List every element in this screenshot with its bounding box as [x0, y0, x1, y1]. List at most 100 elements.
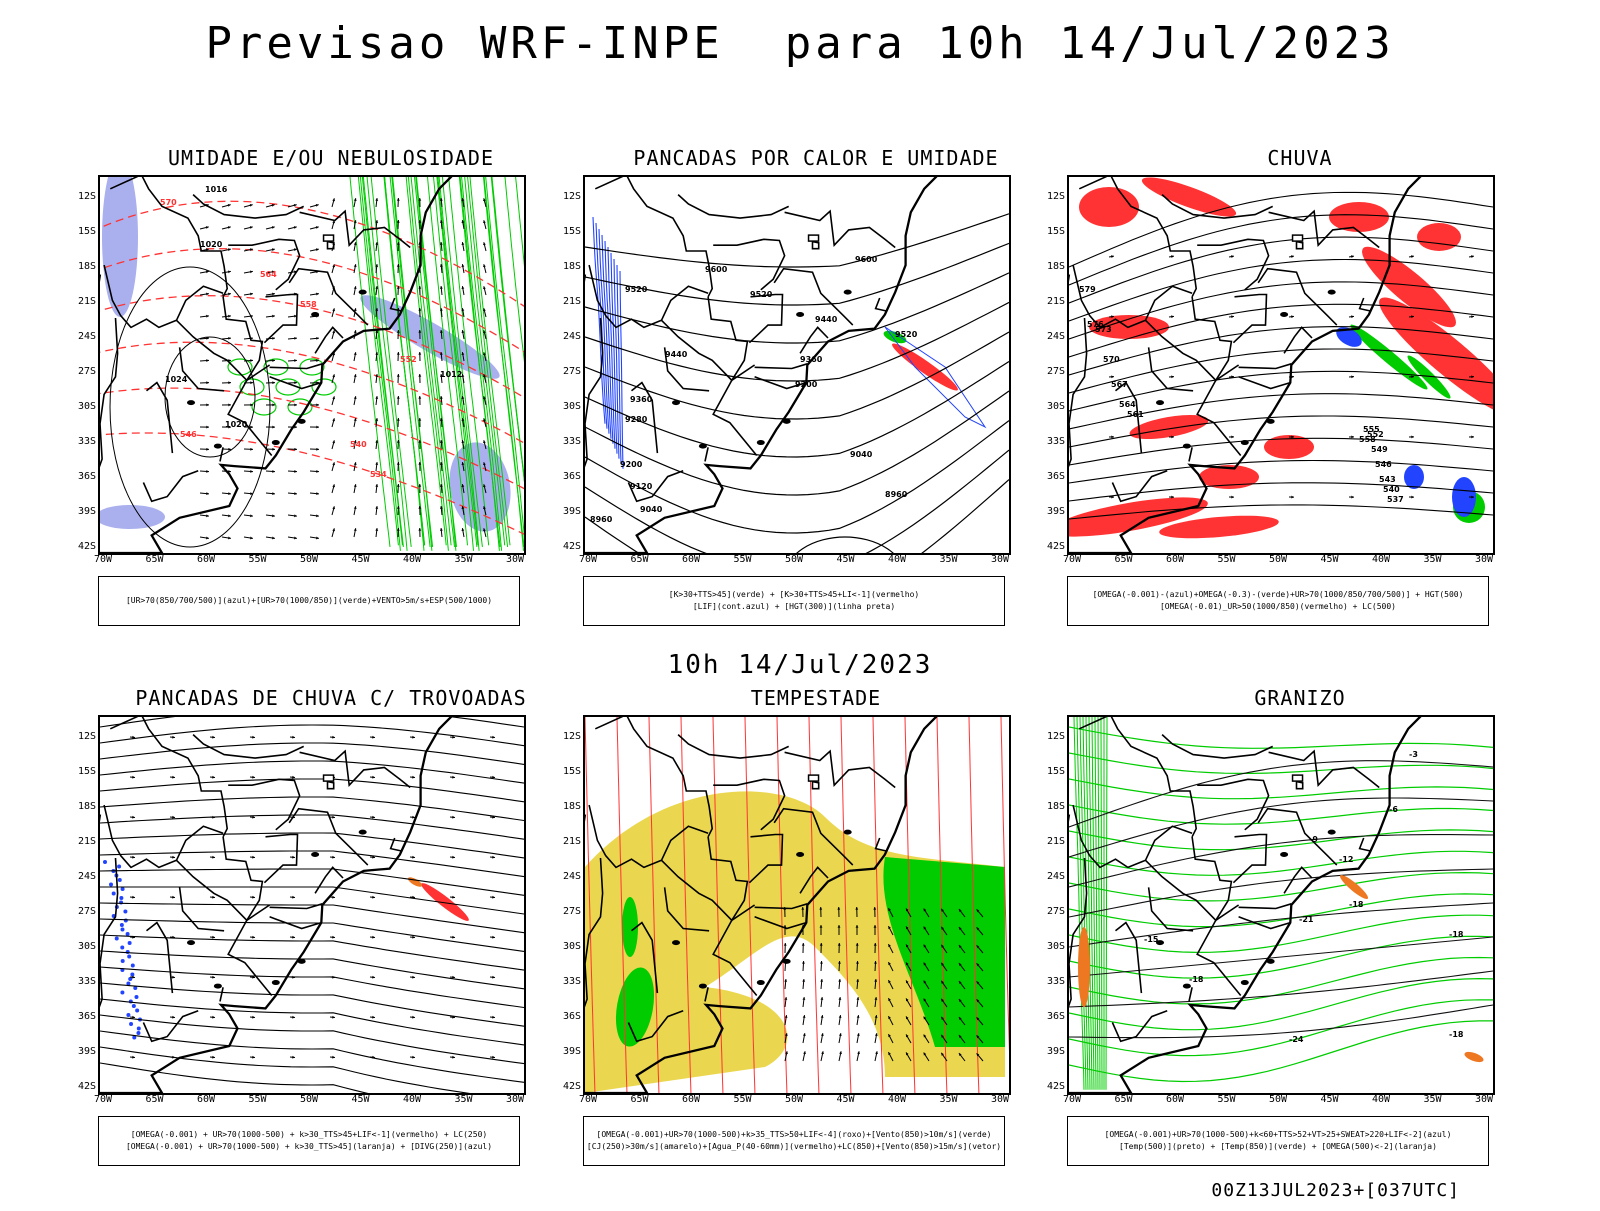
latitude-tick-label: 21S — [549, 836, 581, 847]
streamline-arrow-head — [372, 896, 375, 899]
streamline-arrow-head — [292, 896, 295, 899]
lake — [672, 400, 680, 405]
border-line — [1269, 751, 1380, 787]
wind-vector-head — [206, 448, 209, 451]
divergence-area-blue — [134, 995, 138, 999]
height-300hpa-contour — [585, 391, 1009, 495]
latitude-tick-label: 15S — [549, 766, 581, 777]
streamline-arrow-head — [172, 1056, 175, 1059]
streamline-arrow-head — [212, 1016, 215, 1019]
capital-marker — [324, 775, 334, 781]
longitude-tick-label: 30W — [983, 554, 1017, 565]
height-300hpa-contour — [585, 450, 1009, 553]
contour-label: -18 — [1189, 975, 1204, 984]
longitude-tick-label: 30W — [1467, 554, 1501, 565]
latitude-tick-label: 33S — [1033, 436, 1065, 447]
streamline-arrow-head — [332, 896, 335, 899]
contour-label: 9200 — [620, 460, 643, 469]
streamline-arrow-head — [412, 776, 415, 779]
streamline-arrow-head — [492, 976, 495, 979]
temperature-500-contour — [1069, 869, 1493, 917]
lake — [311, 312, 319, 317]
streamline-arrow-head — [292, 856, 295, 859]
capital-marker — [1293, 235, 1303, 241]
thunderstorm-area-orange — [407, 875, 424, 888]
temperature-850-contour — [1106, 717, 1107, 1090]
longitude-tick-label: 55W — [726, 554, 760, 565]
divergence-area-blue — [128, 941, 132, 945]
latitude-tick-label: 36S — [549, 471, 581, 482]
wind-vector-head — [250, 426, 253, 429]
latitude-tick-label: 30S — [549, 401, 581, 412]
streamline-arrow-head — [252, 856, 255, 859]
longitude-tick-label: 70W — [571, 1094, 605, 1105]
temperature-850-contour — [1098, 717, 1100, 1090]
lake — [359, 830, 367, 835]
border-line — [1149, 347, 1194, 390]
longitude-tick-label: 45W — [344, 1094, 378, 1105]
divergence-area-blue — [137, 1027, 141, 1031]
divergence-area-blue — [126, 1013, 130, 1017]
lake — [757, 980, 765, 985]
border-line — [147, 923, 173, 994]
streamline-arrow-head — [372, 936, 375, 939]
border-line — [1189, 447, 1192, 461]
longitude-tick-label: 45W — [829, 554, 863, 565]
border-line — [193, 735, 304, 759]
longitude-tick-label: 35W — [1416, 1094, 1450, 1105]
legend-box: [OMEGA(-0.001)+UR>70(1000-500)+k<60+TTS>… — [1067, 1116, 1489, 1166]
streamline-arrow-head — [452, 816, 455, 819]
contour-label: 570 — [160, 198, 177, 207]
latitude-tick-label: 39S — [64, 1046, 96, 1057]
latitude-tick-label: 33S — [549, 436, 581, 447]
lake — [1328, 290, 1336, 295]
latitude-tick-label: 12S — [1033, 731, 1065, 742]
longitude-tick-label: 50W — [1261, 1094, 1295, 1105]
wind-vector-head — [294, 403, 297, 406]
longitude-tick-label: 30W — [498, 554, 532, 565]
border-line — [813, 242, 819, 249]
lake — [699, 984, 707, 989]
panel-tempestade: TEMPESTADE [OMEGA(-0.001)+UR>70(1000-500… — [571, 686, 1061, 1211]
longitude-tick-label: 40W — [1364, 554, 1398, 565]
contour-label: 1020 — [200, 240, 223, 249]
temperature-500-contour — [1069, 971, 1493, 1007]
border-line — [678, 195, 789, 219]
lake — [1183, 444, 1191, 449]
streamline-250hpa — [100, 779, 524, 802]
divergence-area-blue — [120, 928, 124, 932]
longitude-tick-label: 35W — [447, 554, 481, 565]
streamline-arrow-head — [212, 976, 215, 979]
wind-vector-head — [440, 286, 443, 289]
border-line — [1239, 377, 1291, 389]
border-line — [1297, 782, 1303, 789]
streamline-250hpa — [100, 1047, 524, 1093]
latitude-tick-label: 15S — [1033, 766, 1065, 777]
divergence-area-blue — [109, 883, 113, 887]
wind-vector-head — [272, 381, 275, 384]
wind-vector-head — [228, 492, 231, 495]
latitude-tick-label: 15S — [1033, 226, 1065, 237]
map-frame: -3-6-9-12-15-18-18-18-21-18-24 — [1067, 715, 1495, 1095]
lake — [844, 290, 852, 295]
wind-vector-head — [784, 979, 787, 982]
rain-area-red — [1329, 202, 1389, 232]
streamline-arrow-head — [1411, 435, 1414, 438]
rain-area-red — [1079, 187, 1139, 227]
border-line — [1162, 735, 1273, 759]
latitude-tick-label: 21S — [64, 296, 96, 307]
latitude-tick-label: 42S — [549, 541, 581, 552]
wind-vector-head — [838, 979, 841, 982]
longitude-tick-label: 65W — [1107, 1094, 1141, 1105]
streamline-arrow-head — [132, 816, 135, 819]
latitude-tick-label: 15S — [549, 226, 581, 237]
latitude-tick-label: 27S — [64, 366, 96, 377]
wind-vector-head — [397, 396, 400, 399]
lake — [796, 312, 804, 317]
streamline-250hpa — [100, 815, 524, 839]
legend-line: [OMEGA(-0.001)+UR>70(1000-500)+k<60+TTS>… — [1068, 1129, 1488, 1141]
map-plot: 9600960095209520952094409440936093609280… — [585, 177, 1009, 553]
legend-line: [OMEGA(-0.01)_UR>50(1000/850)(vermelho) … — [1068, 601, 1488, 613]
